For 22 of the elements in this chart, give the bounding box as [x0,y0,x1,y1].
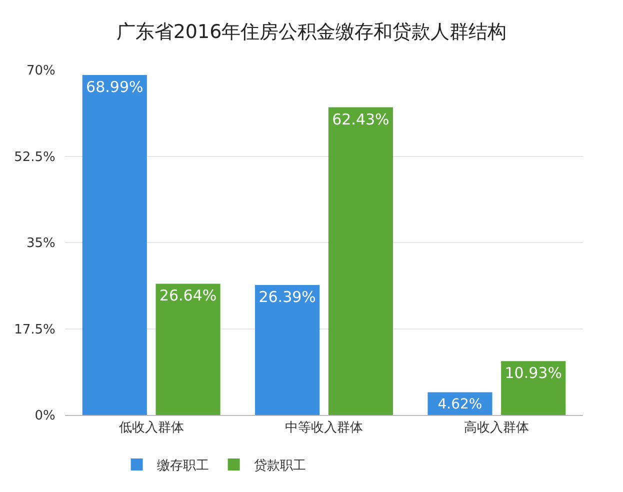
data-label: 4.62% [438,396,482,412]
data-label: 26.64% [159,286,217,305]
x-tick-label: 高收入群体 [464,420,530,436]
chart-title: 广东省2016年住房公积金缴存和贷款人群结构 [116,20,507,43]
bar [255,284,320,415]
bar [501,361,566,415]
y-tick-label: 70% [26,64,56,79]
y-tick-label: 35% [26,236,56,252]
x-tick-label: 低收入群体 [118,420,184,436]
data-label: 26.39% [258,288,316,306]
bar [82,74,147,415]
legend-label: 缴存职工 [156,458,209,474]
data-label: 10.93% [504,364,562,382]
y-tick-label: 52.5% [14,150,56,165]
bar [156,284,220,415]
y-tick-label: 0% [34,408,56,424]
x-tick-label: 中等收入群体 [285,420,363,436]
bar [328,107,393,415]
y-tick-label: 17.5% [14,322,56,338]
legend-label: 贷款职工 [254,458,306,474]
data-label: 62.43% [332,110,390,128]
data-label: 68.99% [86,78,144,96]
